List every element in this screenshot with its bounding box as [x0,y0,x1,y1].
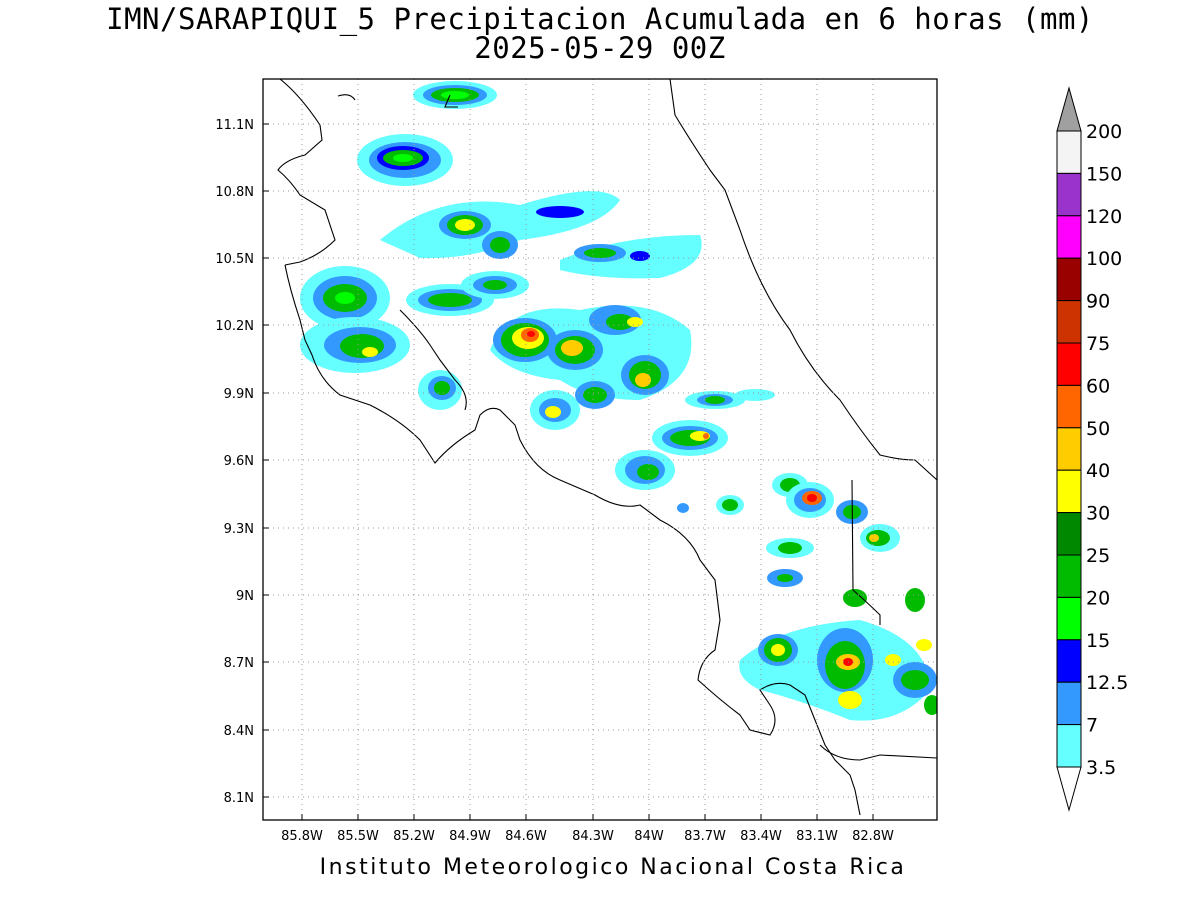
colorbar-level-label: 100 [1086,248,1122,270]
map-frame [262,78,938,821]
colorbar-level-label: 12.5 [1086,672,1128,694]
colorbar-swatch [1056,469,1082,514]
rain-band-north [380,191,620,259]
lon-label: 84.9W [449,829,491,844]
rain-cell-13 [615,450,675,490]
lat-label: 8.7N [224,656,254,671]
lat-label: 11.1N [215,118,254,133]
colorbar-level-label: 7 [1086,715,1098,737]
colorbar-swatch [1056,512,1082,556]
rain-cell-11 [685,389,775,409]
colorbar-labels: 200 150 120 100 90 75 60 50 40 30 25 20 15 12.5 7 3.5 [1086,121,1128,779]
rain-cell-1 [413,81,497,109]
colorbar-level-label: 75 [1086,333,1110,355]
colorbar-swatch [1056,342,1082,386]
lat-label: 8.4N [224,724,254,739]
map-valid-time: 2025-05-29 00Z [474,31,726,65]
lon-label: 85.5W [337,829,379,844]
colorbar-under-arrow [1056,766,1082,812]
lat-label: 10.8N [215,185,254,200]
rain-cell-nicoya-north [300,266,390,330]
lon-label: 82.8W [852,829,894,844]
lon-label: 83.1W [796,829,838,844]
colorbar-level-label: 20 [1086,587,1110,609]
colorbar-level-label: 30 [1086,503,1110,525]
rain-cell-14 [677,495,744,515]
colorbar-swatch [1056,427,1082,471]
colorbar-swatch [1056,384,1082,429]
colorbar-level-label: 3.5 [1086,757,1116,779]
axis-ticks [263,123,874,820]
map-title: IMN/SARAPIQUI_5 Precipitacion Acumulada … [106,2,1094,36]
colorbar-swatches [1056,130,1082,768]
rain-core-central [490,305,692,400]
lon-label: 84.3W [572,829,614,844]
rain-cell-17 [766,538,814,587]
colorbar-level-label: 200 [1086,121,1122,143]
lon-label: 83.7W [684,829,726,844]
colorbar-swatch [1056,596,1082,641]
colorbar-level-label: 60 [1086,375,1110,397]
longitude-labels: 85.8W 85.5W 85.2W 84.9W 84.6W 84.3W 84W … [281,829,894,844]
colorbar-over-arrow [1056,86,1082,132]
lon-label: 84W [634,829,664,844]
colorbar: 200 150 120 100 90 75 60 50 40 30 25 20 15 12.5 7 3.5 [1056,86,1128,812]
rain-band-center [560,235,702,279]
colorbar-level-label: 15 [1086,630,1110,652]
colorbar-swatch [1056,130,1082,174]
colorbar-level-label: 150 [1086,163,1122,185]
lat-label: 10.5N [215,252,254,267]
colorbar-level-label: 25 [1086,545,1110,567]
colorbar-swatch [1056,215,1082,259]
coastlines [263,79,937,816]
colorbar-swatch [1056,724,1082,768]
colorbar-level-label: 40 [1086,460,1110,482]
map-area [263,79,937,820]
lon-label: 84.6W [505,829,547,844]
rain-cell-6 [461,271,529,299]
lon-label: 85.8W [281,829,323,844]
latitude-labels: 11.1N 10.8N 10.5N 10.2N 9.9N 9.6N 9.3N 9… [215,118,254,806]
colorbar-swatch [1056,257,1082,302]
rain-cell-12 [652,420,728,456]
lat-label: 10.2N [215,319,254,334]
rain-cell-gulf [418,370,462,410]
footer-credit: Instituto Meteorologico Nacional Costa R… [319,855,907,880]
lon-label: 85.2W [393,829,435,844]
lat-label: 9.3N [224,522,254,537]
lat-label: 9N [236,589,254,604]
colorbar-swatch [1056,554,1082,598]
colorbar-swatch [1056,172,1082,217]
colorbar-swatch [1056,639,1082,683]
colorbar-swatch [1056,681,1082,726]
colorbar-swatch [1056,300,1082,344]
colorbar-level-label: 120 [1086,206,1122,228]
rain-cell-10 [530,381,615,430]
rain-cell-osa [739,588,937,721]
rain-cell-16 [860,524,900,552]
colorbar-level-label: 90 [1086,291,1110,313]
rain-cell-15 [772,473,868,524]
lat-label: 8.1N [224,791,254,806]
rain-cell-nicoya-south [300,317,410,373]
lat-lon-grid [263,79,937,820]
lon-label: 83.4W [740,829,782,844]
rain-cell-2 [357,134,453,186]
colorbar-level-label: 50 [1086,418,1110,440]
precipitation-field [300,81,937,721]
lat-label: 9.6N [224,454,254,469]
lat-label: 9.9N [224,387,254,402]
